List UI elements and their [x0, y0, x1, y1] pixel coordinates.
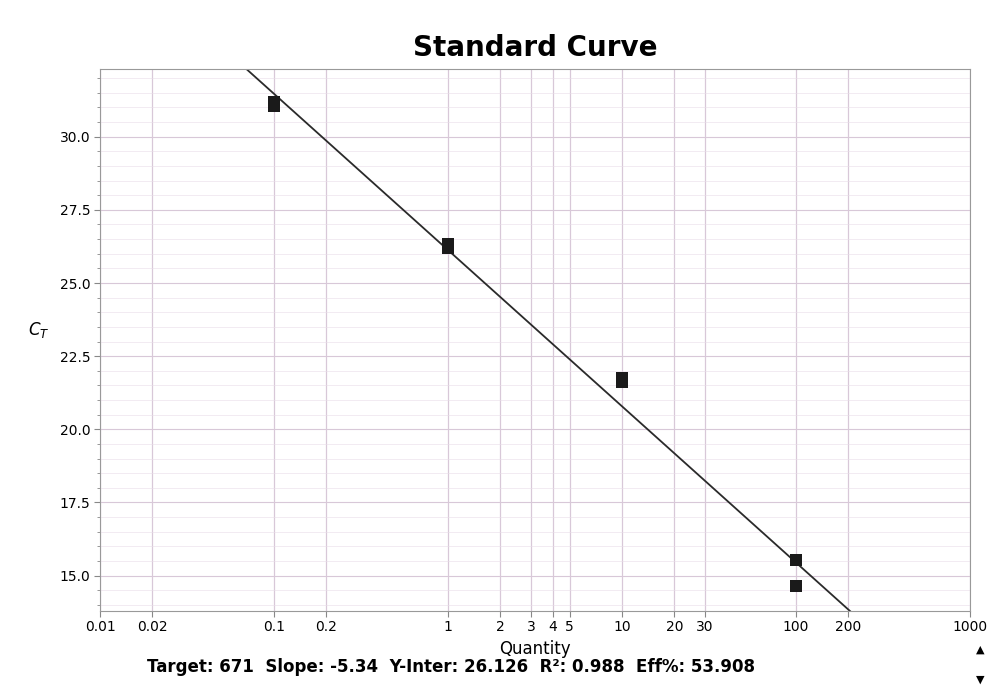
Y-axis label: $C_T$: $C_T$ [28, 320, 49, 340]
Text: Target: 671  Slope: -5.34  Y-Inter: 26.126  R²: 0.988  Eff%: 53.908: Target: 671 Slope: -5.34 Y-Inter: 26.126… [147, 659, 755, 677]
Text: ▲: ▲ [976, 645, 984, 654]
X-axis label: Quantity: Quantity [499, 640, 571, 658]
Title: Standard Curve: Standard Curve [413, 33, 657, 62]
Text: ▼: ▼ [976, 675, 984, 684]
